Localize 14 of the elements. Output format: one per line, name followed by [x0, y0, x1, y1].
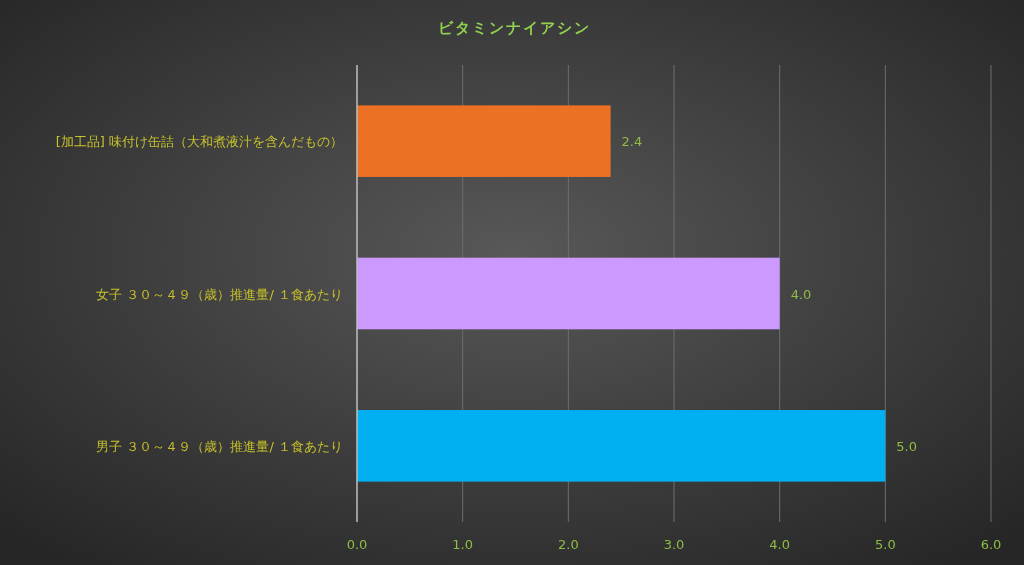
x-tick-label: 3.0	[663, 537, 685, 552]
y-tick-label: 女子 ３０～４９（歳）推進量/ １食あたり	[96, 286, 343, 302]
y-tick-label: [加工品] 味付け缶詰（大和煮液汁を含んだもの）	[55, 134, 343, 150]
x-tick-label: 4.0	[769, 537, 791, 552]
x-tick-label: 1.0	[452, 537, 474, 552]
data-label: 2.4	[621, 134, 643, 150]
x-tick-label: 5.0	[874, 537, 896, 552]
chart-title: ビタミンナイアシン	[437, 19, 591, 37]
x-tick-label: 0.0	[346, 537, 368, 552]
y-tick-label: 男子 ３０～４９（歳）推進量/ １食あたり	[96, 438, 343, 454]
x-tick-label: 2.0	[557, 537, 579, 552]
data-label: 4.0	[790, 286, 812, 302]
x-tick-label: 6.0	[980, 537, 1002, 552]
data-label: 5.0	[896, 438, 918, 454]
